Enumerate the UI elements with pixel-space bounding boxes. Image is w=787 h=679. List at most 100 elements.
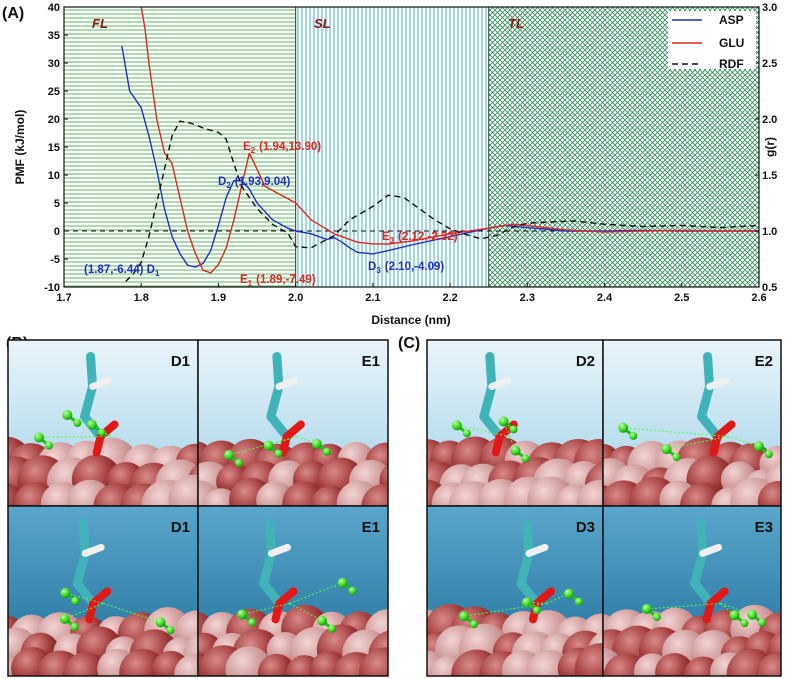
snapshot-e3-7: E3 bbox=[602, 505, 782, 677]
annotation-e2: E2 (1.94,13.90) bbox=[243, 141, 321, 155]
y-tick-label: 20 bbox=[48, 114, 60, 126]
molecule-bond bbox=[699, 543, 723, 557]
hydrogen-bond bbox=[65, 592, 104, 604]
water-atom bbox=[223, 449, 234, 460]
water-atom bbox=[34, 432, 45, 443]
region-fl-bg bbox=[64, 7, 296, 287]
molecule-bond bbox=[259, 578, 285, 608]
snapshot-e1-1: E1 bbox=[197, 339, 389, 507]
water-atom bbox=[532, 606, 541, 615]
hydrogen-bond bbox=[720, 602, 753, 616]
molecule-bond bbox=[80, 382, 98, 422]
molecule-bond bbox=[271, 599, 284, 624]
water-atom bbox=[248, 618, 257, 627]
surface-atom bbox=[576, 479, 603, 506]
y2-tick-label: 2.0 bbox=[762, 114, 777, 126]
molecule-bond bbox=[706, 377, 730, 391]
water-atom bbox=[661, 444, 672, 455]
y-tick-label: 40 bbox=[48, 2, 60, 14]
x-tick-label: 1.9 bbox=[211, 292, 226, 304]
y2-tick-label: 1.0 bbox=[762, 226, 777, 238]
molecule-bond bbox=[78, 518, 90, 558]
water-atom bbox=[451, 420, 462, 431]
y-tick-label: 10 bbox=[48, 170, 60, 182]
water-atom bbox=[322, 447, 331, 456]
water-atom bbox=[45, 441, 54, 450]
molecule-bond bbox=[72, 548, 90, 588]
molecule-bond bbox=[516, 578, 542, 608]
water-atom bbox=[71, 597, 80, 606]
snapshot-d1-0: D1 bbox=[7, 339, 199, 507]
water-atom bbox=[97, 428, 106, 437]
hydrogen-bond bbox=[623, 427, 728, 438]
legend-glu-label: GLU bbox=[719, 36, 744, 50]
y-tick-label: 0 bbox=[54, 226, 60, 238]
water-atom bbox=[764, 450, 773, 459]
y-tick-label: 30 bbox=[48, 58, 60, 70]
water-atom bbox=[459, 611, 470, 622]
water-atom bbox=[86, 419, 97, 430]
water-atom bbox=[462, 429, 471, 438]
water-atom bbox=[747, 609, 758, 620]
water-atom bbox=[59, 613, 70, 624]
molecule-bond bbox=[479, 412, 505, 442]
water-atom bbox=[328, 624, 337, 633]
water-atom bbox=[521, 454, 530, 463]
molecule-bond bbox=[92, 432, 105, 457]
molecule-bond bbox=[522, 518, 534, 558]
annotations: (1.87,-6.44) D1 D2 (1.93,9.04) D3 (2.10,-4… bbox=[84, 141, 458, 288]
snapshot-label: E1 bbox=[362, 519, 380, 536]
water-atom bbox=[509, 425, 518, 434]
snapshot-label: D1 bbox=[171, 519, 190, 536]
axis-ticks: 1.7 1.8 1.9 2.0 2.1 2.2 2.3 2.4 2.5 2.6 -10 -5 0 5 10 1… bbox=[44, 2, 777, 304]
molecule-bond bbox=[275, 377, 299, 391]
molecule-bond bbox=[278, 432, 291, 457]
region-dividers bbox=[295, 7, 490, 287]
data-series bbox=[121, 6, 760, 282]
snapshot-frame bbox=[602, 505, 782, 677]
molecule-bond bbox=[696, 518, 708, 558]
molecule-bond bbox=[488, 377, 512, 391]
y-tick-label: -10 bbox=[44, 282, 60, 294]
molecule-bond bbox=[703, 352, 715, 392]
surface-atom bbox=[168, 474, 198, 506]
x-tick-label: 2.0 bbox=[288, 292, 303, 304]
x-tick-label: 2.3 bbox=[520, 292, 535, 304]
water-atom bbox=[311, 438, 322, 449]
water-atom bbox=[70, 622, 79, 631]
x-tick-label: 1.7 bbox=[56, 292, 71, 304]
molecule-bond bbox=[709, 432, 722, 457]
x-tick-label: 2.1 bbox=[365, 292, 380, 304]
water-atom bbox=[574, 597, 583, 606]
y2-axis-label: g(r) bbox=[763, 137, 777, 157]
water-atom bbox=[641, 603, 652, 614]
water-atom bbox=[563, 588, 574, 599]
water-atom bbox=[166, 626, 175, 635]
molecule-bond bbox=[491, 432, 504, 457]
region-label-tl: TL bbox=[508, 16, 524, 31]
molecule-bond bbox=[525, 543, 549, 557]
series-line-glu bbox=[140, 6, 759, 274]
water-atom bbox=[263, 440, 274, 451]
y2-tick-label: 0.5 bbox=[762, 282, 777, 294]
water-atom bbox=[470, 620, 479, 629]
y-tick-label: -5 bbox=[50, 254, 60, 266]
surface-atom bbox=[361, 483, 388, 506]
legend-rdf-label: RDF bbox=[719, 57, 744, 71]
snapshot-e2-5: E2 bbox=[602, 339, 782, 507]
water-atom bbox=[62, 409, 73, 420]
x-tick-label: 2.6 bbox=[751, 292, 766, 304]
annotation-d3: D3 (2.10,-4.09) bbox=[368, 261, 444, 275]
water-atom bbox=[753, 441, 764, 452]
water-atom bbox=[740, 619, 749, 628]
region-sl-bg bbox=[296, 7, 489, 287]
hydrogen-bond bbox=[720, 603, 735, 616]
molecule-bond bbox=[81, 543, 105, 557]
hydrogen-bond bbox=[646, 602, 721, 610]
annotation-d1: (1.87,-6.44) D1 bbox=[84, 264, 160, 278]
water-atom bbox=[758, 618, 767, 627]
annotation-d2: D2 (1.93,9.04) bbox=[218, 176, 291, 190]
surface-atom bbox=[257, 653, 296, 676]
x-tick-label: 2.2 bbox=[442, 292, 457, 304]
